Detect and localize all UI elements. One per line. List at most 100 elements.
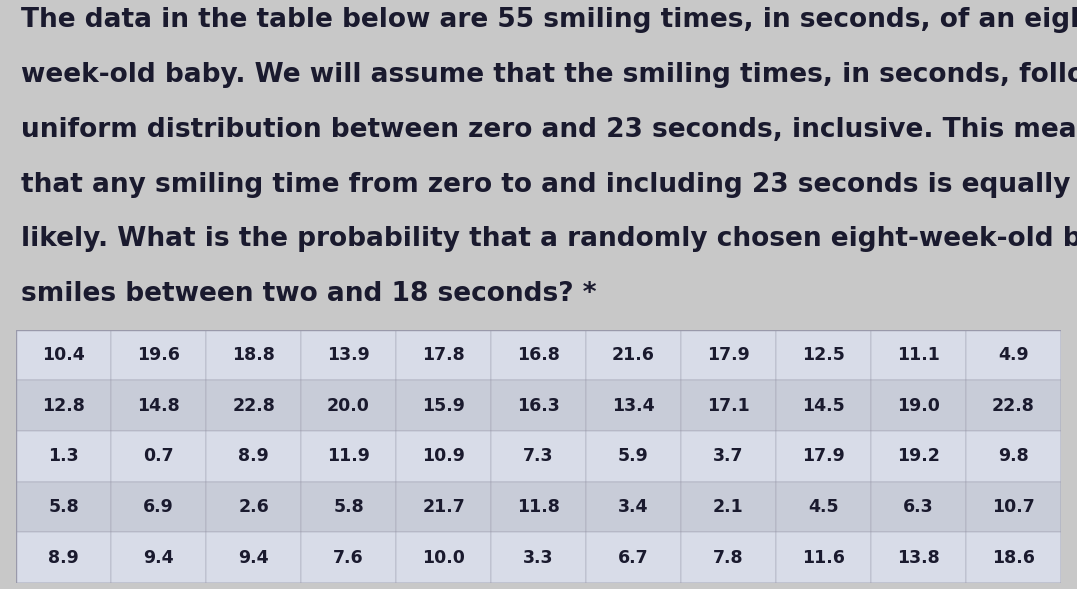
Text: week-old baby. We will assume that the smiling times, in seconds, follow a: week-old baby. We will assume that the s… [22,62,1077,88]
Text: 5.8: 5.8 [333,498,364,516]
Text: 17.9: 17.9 [802,448,844,465]
FancyBboxPatch shape [586,532,681,583]
FancyBboxPatch shape [871,532,966,583]
FancyBboxPatch shape [775,431,871,482]
Text: 16.3: 16.3 [517,397,560,415]
Text: 10.0: 10.0 [422,549,465,567]
Text: 9.4: 9.4 [238,549,269,567]
FancyBboxPatch shape [491,482,586,532]
FancyBboxPatch shape [206,330,302,380]
FancyBboxPatch shape [491,380,586,431]
Text: 11.6: 11.6 [802,549,844,567]
Text: 19.6: 19.6 [137,346,180,364]
FancyBboxPatch shape [111,330,206,380]
FancyBboxPatch shape [775,482,871,532]
Text: 6.9: 6.9 [143,498,174,516]
FancyBboxPatch shape [966,330,1061,380]
Text: 11.8: 11.8 [517,498,560,516]
FancyBboxPatch shape [396,532,491,583]
FancyBboxPatch shape [871,431,966,482]
FancyBboxPatch shape [681,330,775,380]
FancyBboxPatch shape [681,431,775,482]
FancyBboxPatch shape [966,431,1061,482]
Text: 13.8: 13.8 [897,549,940,567]
Text: 3.3: 3.3 [523,549,554,567]
FancyBboxPatch shape [775,380,871,431]
Text: 2.6: 2.6 [238,498,269,516]
Text: 6.7: 6.7 [618,549,648,567]
FancyBboxPatch shape [111,380,206,431]
FancyBboxPatch shape [491,330,586,380]
FancyBboxPatch shape [871,482,966,532]
Text: 10.4: 10.4 [42,346,85,364]
Text: 11.9: 11.9 [327,448,370,465]
Text: 19.0: 19.0 [897,397,940,415]
Text: 7.6: 7.6 [333,549,364,567]
FancyBboxPatch shape [775,532,871,583]
FancyBboxPatch shape [586,482,681,532]
Text: 5.9: 5.9 [618,448,648,465]
FancyBboxPatch shape [16,431,111,482]
FancyBboxPatch shape [871,330,966,380]
FancyBboxPatch shape [302,532,396,583]
Text: 17.8: 17.8 [422,346,465,364]
FancyBboxPatch shape [111,532,206,583]
FancyBboxPatch shape [206,431,302,482]
Text: 8.9: 8.9 [238,448,269,465]
FancyBboxPatch shape [586,431,681,482]
FancyBboxPatch shape [302,431,396,482]
Text: 21.6: 21.6 [612,346,655,364]
Text: 13.4: 13.4 [612,397,655,415]
FancyBboxPatch shape [871,380,966,431]
Text: 0.7: 0.7 [143,448,173,465]
FancyBboxPatch shape [302,330,396,380]
FancyBboxPatch shape [302,380,396,431]
Text: 16.8: 16.8 [517,346,560,364]
FancyBboxPatch shape [16,482,111,532]
Text: 15.9: 15.9 [422,397,465,415]
Text: 3.4: 3.4 [618,498,648,516]
FancyBboxPatch shape [206,482,302,532]
Text: 5.8: 5.8 [48,498,79,516]
Text: likely. What is the probability that a randomly chosen eight-week-old baby: likely. What is the probability that a r… [22,227,1077,253]
Text: 14.8: 14.8 [137,397,180,415]
Text: 18.6: 18.6 [992,549,1035,567]
Text: that any smiling time from zero to and including 23 seconds is equally: that any smiling time from zero to and i… [22,171,1071,197]
FancyBboxPatch shape [775,330,871,380]
Text: 7.8: 7.8 [713,549,744,567]
FancyBboxPatch shape [491,532,586,583]
FancyBboxPatch shape [966,482,1061,532]
Text: 19.2: 19.2 [897,448,940,465]
Text: 17.9: 17.9 [708,346,750,364]
Text: 18.8: 18.8 [233,346,275,364]
Text: 14.5: 14.5 [802,397,844,415]
Text: 20.0: 20.0 [327,397,370,415]
FancyBboxPatch shape [586,330,681,380]
FancyBboxPatch shape [396,330,491,380]
Text: 8.9: 8.9 [48,549,79,567]
Text: 12.8: 12.8 [42,397,85,415]
FancyBboxPatch shape [966,532,1061,583]
Text: 9.8: 9.8 [998,448,1029,465]
FancyBboxPatch shape [206,380,302,431]
Text: 4.9: 4.9 [998,346,1029,364]
Text: 9.4: 9.4 [143,549,173,567]
Text: 12.5: 12.5 [802,346,844,364]
Text: 10.9: 10.9 [422,448,465,465]
Text: 21.7: 21.7 [422,498,465,516]
Text: 13.9: 13.9 [327,346,369,364]
FancyBboxPatch shape [681,482,775,532]
FancyBboxPatch shape [966,380,1061,431]
Text: 3.7: 3.7 [713,448,744,465]
FancyBboxPatch shape [16,532,111,583]
Text: 4.5: 4.5 [808,498,839,516]
Text: 1.3: 1.3 [48,448,79,465]
FancyBboxPatch shape [302,482,396,532]
FancyBboxPatch shape [681,380,775,431]
Text: 17.1: 17.1 [708,397,750,415]
FancyBboxPatch shape [16,380,111,431]
Text: 10.7: 10.7 [992,498,1035,516]
Text: 2.1: 2.1 [713,498,744,516]
FancyBboxPatch shape [206,532,302,583]
Text: uniform distribution between zero and 23 seconds, inclusive. This means: uniform distribution between zero and 23… [22,117,1077,143]
